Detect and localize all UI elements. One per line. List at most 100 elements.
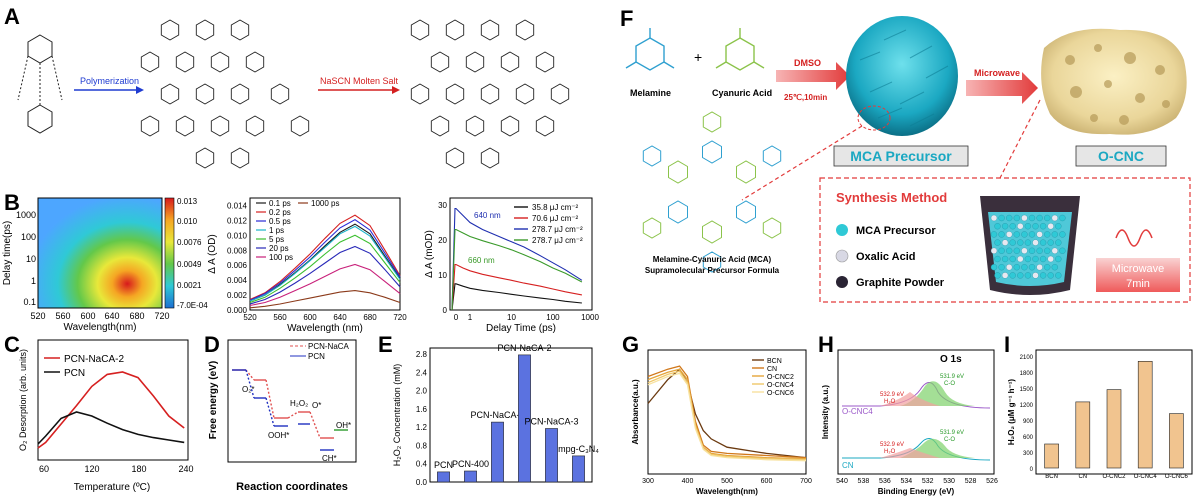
g-line [647,365,807,459]
crucible-particle [1055,239,1062,246]
bar-label: PCN-400 [452,459,489,469]
d-legend-2: PCN [308,352,325,361]
h-xtick: 536 [879,478,891,485]
bar-label: PCN-NaCA-2 [497,343,551,353]
kinetics-ytick: 10 [438,271,447,280]
crucible-particle [994,272,1001,279]
network-ring [290,115,310,137]
bar-label: BCN [1045,474,1058,480]
crucible-particle [1001,239,1009,246]
c-line [37,411,185,445]
label-dmso-conditions: 25℃,10min [784,93,827,102]
crucible-particle [1028,264,1036,271]
crucible-particle [1009,223,1016,230]
crucible-particle [1059,247,1066,254]
crucible-particle [994,239,1001,246]
g-xtick: 400 [682,478,694,485]
mca-ring [668,200,688,224]
bar [1075,401,1091,469]
network-ring [175,51,195,73]
panel-i-letter: I [1004,332,1010,357]
microwave-label-2: 7min [1126,278,1150,290]
crucible-particle [1051,231,1058,238]
ytick: 0.0 [416,478,428,487]
g-xtick: 700 [800,478,812,485]
svg-text:531.9 eV: 531.9 eV [940,430,964,436]
label-cyanuric-acid: Cyanuric Acid [712,88,772,98]
spectra-xtick: 560 [273,313,287,322]
mca-precursor-image [846,16,958,136]
kinetics-ytick: 0 [443,306,448,315]
zoom-circle [857,105,891,131]
g-xtick: 600 [761,478,773,485]
network-ring [245,51,265,73]
crucible-particle [1017,239,1024,246]
panel-d: D O₂* OOH* H₂O₂ O* OH* CH [204,332,357,493]
spectra-ytick: 0.008 [227,246,248,255]
mca-ring [702,111,722,133]
modified-network-ring [445,19,465,41]
bar-label: O-CNC6 [1165,474,1189,480]
crucible-particle [1044,264,1051,271]
h-peak-bottom-red [880,448,940,458]
crucible-particle [1001,272,1009,279]
crucible-particle [990,264,998,271]
o-cnc-label: O-CNC [1098,148,1144,164]
crucible-particle [1017,223,1024,230]
label-microwave-arrow: Microwave [974,68,1020,78]
kinetics-xtick: 100 [546,313,560,322]
crucible-particle [1009,239,1016,246]
g-xtick: 300 [642,478,654,485]
cyanuric-structure [715,28,765,71]
arrow-head-molten-salt [392,86,400,94]
crucible-particle [1006,231,1013,238]
svg-text:0.0049: 0.0049 [177,260,202,269]
spectra-xlabel: Wavelength (nm) [287,323,363,334]
modified-network-ring [465,51,485,73]
mca-ring [702,251,722,273]
crucible-particle [1032,239,1039,246]
d-ylabel: Free energy (eV) [208,361,219,439]
legend-mca-precursor: MCA Precursor [856,225,936,237]
ytick: 2.8 [416,350,428,359]
spectra-legend-label: 1000 ps [311,199,339,208]
kinetics-annotation-640: 640 nm [474,211,501,220]
bar [1169,413,1184,469]
h-title: O 1s [940,354,962,365]
svg-text:H₂O: H₂O [884,399,896,405]
kinetics-xtick: 1000 [581,313,599,322]
crucible-particle [1044,231,1051,238]
modified-network-ring [430,115,450,137]
crucible-particle [1017,272,1024,279]
svg-text:O₂*: O₂* [242,385,254,394]
kinetics-legend-label: 278.7 μJ cm⁻² [532,225,583,234]
svg-text:1: 1 [31,276,36,286]
crucible-particle [1024,272,1032,279]
mca-texture [859,29,949,127]
crucible-particle [1024,223,1032,230]
spectra-line [249,263,401,307]
kinetics-line [451,263,583,311]
network-ring [175,115,195,137]
bar [1137,360,1153,469]
bar [491,421,504,483]
network-ring [195,19,215,41]
g-xticks: 300 400 500 600 700 [642,478,812,485]
c-axes [37,339,189,461]
spectra-line [249,214,401,301]
network-ring [270,83,290,105]
crucible-particle [1028,214,1036,222]
svg-text:0.1: 0.1 [23,297,36,307]
spectra-ytick: 0.010 [227,231,248,240]
kinetics-ylabel: Δ A (mOD) [424,230,435,278]
legend-graphite-powder: Graphite Powder [856,277,945,289]
crucible-particle [1021,214,1028,222]
heatmap-xlabel: Wavelength(nm) [64,322,137,333]
g-lines [647,365,807,462]
crucible-particle [990,214,998,222]
bar [518,354,531,483]
crucible-particle [1039,255,1047,263]
h-ylabel: Intensity (a.u.) [821,385,830,440]
